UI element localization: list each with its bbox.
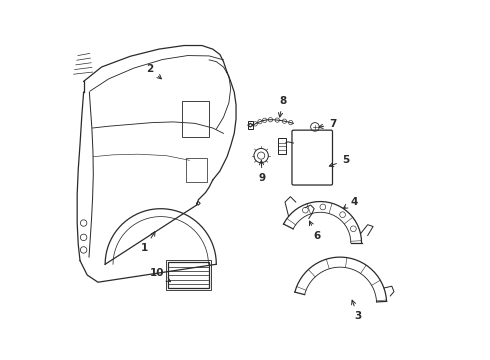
Text: 6: 6 — [310, 221, 320, 240]
Text: 4: 4 — [343, 197, 358, 208]
Text: 9: 9 — [259, 161, 266, 183]
Bar — [182, 101, 209, 137]
Text: 1: 1 — [141, 232, 155, 253]
Text: 2: 2 — [147, 64, 161, 79]
Text: 5: 5 — [329, 155, 349, 167]
Bar — [247, 121, 253, 129]
Text: 7: 7 — [318, 120, 337, 129]
Text: 10: 10 — [150, 268, 171, 282]
Text: 3: 3 — [352, 300, 362, 321]
Bar — [186, 158, 207, 182]
Bar — [278, 138, 286, 154]
Text: 8: 8 — [278, 96, 286, 117]
Bar — [168, 262, 209, 288]
Bar — [166, 260, 211, 291]
